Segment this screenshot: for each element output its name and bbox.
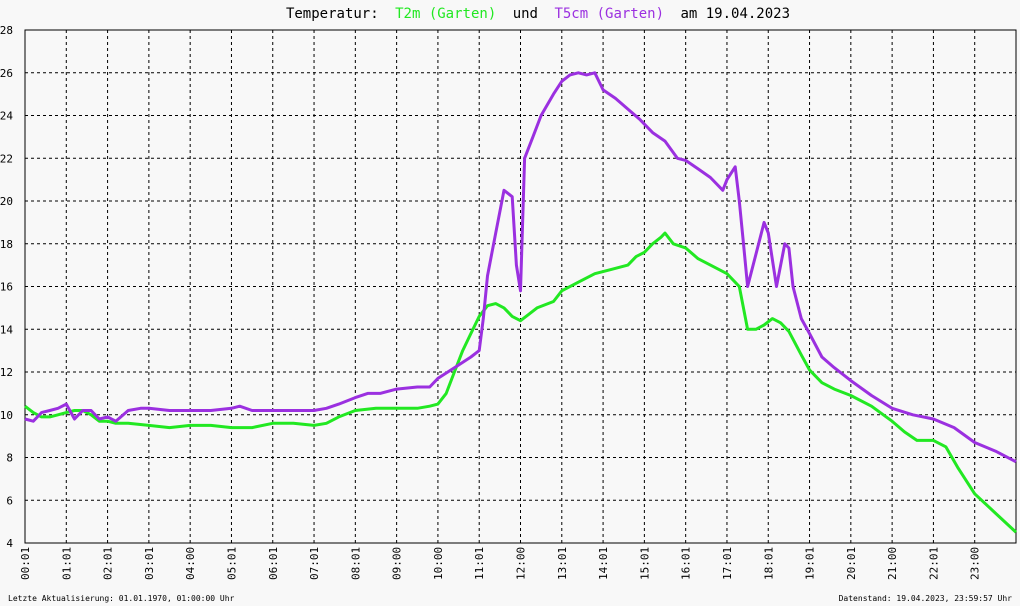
y-tick-label-26: 26 (0, 67, 13, 80)
y-tick-label-6: 6 (6, 494, 13, 507)
plot-frame (24, 29, 1017, 544)
x-tick-label-19: 19:01 (804, 547, 817, 580)
y-tick-label-14: 14 (0, 323, 13, 336)
x-tick-label-1: 01:01 (60, 547, 73, 580)
x-tick-label-4: 04:00 (184, 547, 197, 580)
x-tick-label-8: 08:01 (349, 547, 362, 580)
y-tick-label-22: 22 (0, 152, 13, 165)
x-tick-label-10: 10:00 (432, 547, 445, 580)
x-tick-label-9: 09:00 (391, 547, 404, 580)
x-tick-label-14: 14:01 (597, 547, 610, 580)
x-tick-label-23: 23:00 (969, 547, 982, 580)
x-tick-label-20: 20:01 (845, 547, 858, 580)
x-tick-label-12: 12:00 (515, 547, 528, 580)
series-line-t5cm (24, 71, 1017, 464)
chart-title: Temperatur: T2m (Garten) und T5cm (Garte… (286, 6, 790, 22)
x-tick-label-15: 15:01 (638, 547, 651, 580)
grid-lines (24, 29, 1016, 544)
y-tick-label-24: 24 (0, 110, 13, 123)
y-tick-label-16: 16 (0, 281, 13, 294)
x-tick-label-22: 22:01 (927, 547, 940, 580)
x-tick-label-18: 18:01 (762, 547, 775, 580)
y-tick-label-4: 4 (6, 537, 13, 550)
title-prefix: Temperatur: (286, 6, 379, 22)
x-tick-label-16: 16:01 (680, 547, 693, 580)
series-lines (24, 71, 1018, 534)
y-tick-label-20: 20 (0, 195, 13, 208)
footer-data-status: Datenstand: 19.04.2023, 23:59:57 Uhr (839, 594, 1013, 603)
title-series-t2m: T2m (Garten) (395, 6, 496, 22)
footer-last-update: Letzte Aktualisierung: 01.01.1970, 01:00… (8, 594, 235, 603)
x-tick-label-13: 13:01 (556, 547, 569, 580)
x-tick-label-0: 00:01 (19, 547, 32, 580)
x-tick-label-21: 21:00 (886, 547, 899, 580)
x-tick-labels: 00:01 01:01 02:01 03:01 04:00 05:01 06:01 07:01… (19, 547, 982, 580)
series-line-t2m (24, 231, 1018, 534)
y-tick-labels: 4 6 8 10 12 14 16 18 20 22 24 26 28 (0, 24, 13, 550)
y-tick-label-18: 18 (0, 238, 13, 251)
x-tick-label-17: 17:01 (721, 547, 734, 580)
y-tick-label-10: 10 (0, 409, 13, 422)
x-tick-label-5: 05:01 (225, 547, 238, 580)
x-tick-label-7: 07:01 (308, 547, 321, 580)
x-tick-label-3: 03:01 (143, 547, 156, 580)
title-series-t5cm: T5cm (Garten) (554, 6, 664, 22)
y-tick-label-28: 28 (0, 24, 13, 37)
title-suffix: am 19.04.2023 (680, 6, 790, 22)
y-tick-label-12: 12 (0, 366, 13, 379)
x-tick-label-11: 11:01 (473, 547, 486, 580)
title-joiner: und (513, 6, 538, 22)
x-tick-label-2: 02:01 (102, 547, 115, 580)
x-tick-label-6: 06:01 (267, 547, 280, 580)
y-tick-label-8: 8 (6, 452, 13, 465)
